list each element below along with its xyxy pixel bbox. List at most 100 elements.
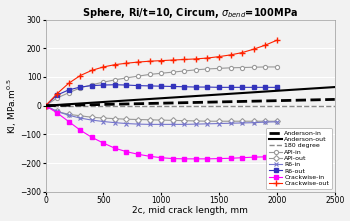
API-in: [113, 78, 117, 81]
API-in: [78, 87, 82, 89]
X-axis label: 2c, mid crack length, mm: 2c, mid crack length, mm: [132, 206, 248, 215]
API-in: [252, 66, 256, 69]
R6-in: [66, 114, 71, 116]
R6-out: [240, 86, 244, 89]
API-in: [194, 69, 198, 71]
R6-in: [43, 104, 48, 107]
Crackwise-out: [171, 59, 175, 61]
API-out: [90, 116, 94, 118]
Crackwise-in: [217, 157, 221, 160]
R6-in: [252, 121, 256, 124]
Crackwise-out: [78, 74, 82, 77]
Crackwise-out: [217, 55, 221, 58]
Crackwise-in: [182, 158, 187, 160]
R6-in: [229, 122, 233, 125]
API-out: [101, 117, 105, 119]
R6-out: [182, 86, 187, 88]
Crackwise-out: [205, 57, 210, 59]
Crackwise-out: [124, 62, 128, 65]
Crackwise-in: [101, 142, 105, 144]
Crackwise-in: [43, 104, 48, 107]
API-in: [43, 104, 48, 107]
Crackwise-in: [148, 155, 152, 158]
API-out: [171, 119, 175, 122]
R6-out: [124, 84, 128, 86]
API-in: [136, 75, 140, 78]
R6-out: [43, 104, 48, 107]
R6-in: [136, 123, 140, 126]
Crackwise-out: [113, 63, 117, 66]
R6-in: [113, 121, 117, 124]
Crackwise-out: [263, 44, 267, 46]
API-out: [182, 119, 187, 122]
Crackwise-out: [182, 58, 187, 61]
R6-out: [148, 85, 152, 87]
R6-in: [55, 110, 59, 113]
API-out: [240, 120, 244, 123]
Crackwise-out: [90, 69, 94, 72]
Y-axis label: KI, MPa.m$^{0.5}$: KI, MPa.m$^{0.5}$: [6, 78, 19, 133]
Crackwise-in: [113, 147, 117, 150]
Crackwise-in: [78, 129, 82, 131]
API-in: [90, 84, 94, 86]
R6-out: [229, 86, 233, 89]
Crackwise-out: [194, 58, 198, 60]
API-in: [240, 66, 244, 69]
R6-in: [217, 122, 221, 125]
R6-out: [217, 86, 221, 89]
Crackwise-in: [240, 156, 244, 159]
R6-in: [159, 123, 163, 126]
Crackwise-in: [229, 157, 233, 160]
Line: Crackwise-out: Crackwise-out: [43, 37, 280, 109]
Legend: Anderson-in, Anderson-out, 180 degree, API-in, API-out, R6-in, R6-out, Crackwise: Anderson-in, Anderson-out, 180 degree, A…: [266, 128, 332, 189]
Crackwise-out: [148, 60, 152, 63]
Crackwise-out: [55, 92, 59, 95]
R6-in: [90, 119, 94, 121]
R6-in: [240, 122, 244, 124]
API-out: [263, 120, 267, 123]
Crackwise-in: [275, 155, 279, 158]
API-out: [275, 120, 279, 123]
API-out: [252, 120, 256, 123]
Crackwise-in: [194, 158, 198, 160]
API-out: [136, 118, 140, 121]
API-out: [66, 113, 71, 116]
Crackwise-in: [55, 112, 59, 114]
R6-out: [90, 84, 94, 87]
R6-out: [275, 86, 279, 89]
API-out: [124, 118, 128, 120]
Crackwise-out: [66, 82, 71, 85]
API-out: [217, 120, 221, 123]
API-in: [101, 81, 105, 84]
Crackwise-in: [263, 156, 267, 158]
API-in: [55, 97, 59, 99]
Crackwise-out: [43, 104, 48, 107]
API-out: [205, 120, 210, 123]
Crackwise-out: [136, 61, 140, 63]
R6-out: [171, 85, 175, 88]
API-out: [55, 110, 59, 113]
R6-out: [101, 84, 105, 86]
R6-out: [78, 86, 82, 88]
Line: API-in: API-in: [43, 65, 279, 108]
R6-out: [194, 86, 198, 88]
Crackwise-in: [124, 150, 128, 153]
R6-out: [205, 86, 210, 88]
API-in: [229, 67, 233, 69]
API-out: [43, 104, 48, 107]
Crackwise-out: [275, 39, 279, 42]
R6-out: [66, 89, 71, 91]
Crackwise-in: [66, 120, 71, 123]
API-in: [205, 68, 210, 70]
API-in: [171, 71, 175, 73]
Crackwise-in: [159, 156, 163, 159]
Title: Sphere, Ri/t=10, Circum, $\sigma_{bend}$=100MPa: Sphere, Ri/t=10, Circum, $\sigma_{bend}$…: [82, 6, 298, 19]
R6-in: [101, 120, 105, 123]
R6-out: [113, 84, 117, 86]
R6-in: [205, 122, 210, 125]
API-in: [182, 70, 187, 72]
R6-out: [263, 86, 267, 89]
R6-out: [55, 94, 59, 96]
Line: R6-in: R6-in: [43, 103, 279, 127]
R6-in: [78, 117, 82, 119]
